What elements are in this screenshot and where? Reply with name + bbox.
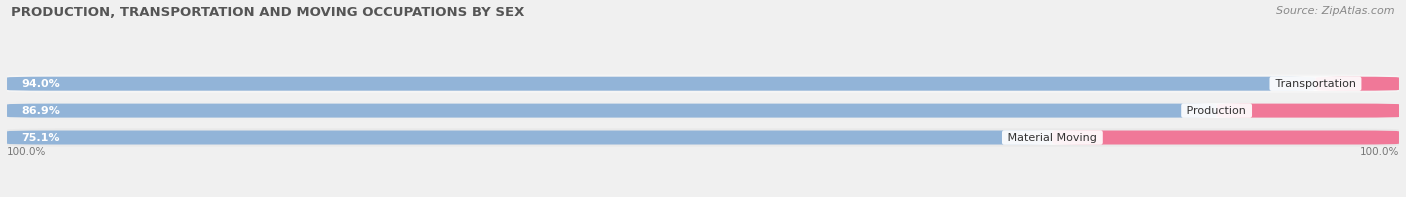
Text: Production: Production: [1184, 106, 1250, 116]
FancyBboxPatch shape: [1216, 104, 1400, 118]
Text: 86.9%: 86.9%: [21, 106, 60, 116]
FancyBboxPatch shape: [7, 77, 1316, 91]
Text: 100.0%: 100.0%: [7, 147, 46, 156]
FancyBboxPatch shape: [7, 104, 1216, 118]
Text: 75.1%: 75.1%: [21, 133, 59, 142]
Text: Source: ZipAtlas.com: Source: ZipAtlas.com: [1277, 6, 1395, 16]
Text: Transportation: Transportation: [1271, 79, 1360, 89]
Text: PRODUCTION, TRANSPORTATION AND MOVING OCCUPATIONS BY SEX: PRODUCTION, TRANSPORTATION AND MOVING OC…: [11, 6, 524, 19]
Text: 100.0%: 100.0%: [1360, 147, 1399, 156]
Text: Material Moving: Material Moving: [1004, 133, 1101, 142]
FancyBboxPatch shape: [1316, 77, 1399, 91]
FancyBboxPatch shape: [7, 101, 1399, 120]
FancyBboxPatch shape: [7, 131, 1052, 145]
Text: 94.0%: 94.0%: [21, 79, 59, 89]
FancyBboxPatch shape: [7, 74, 1399, 93]
FancyBboxPatch shape: [7, 128, 1399, 147]
FancyBboxPatch shape: [1052, 131, 1399, 145]
